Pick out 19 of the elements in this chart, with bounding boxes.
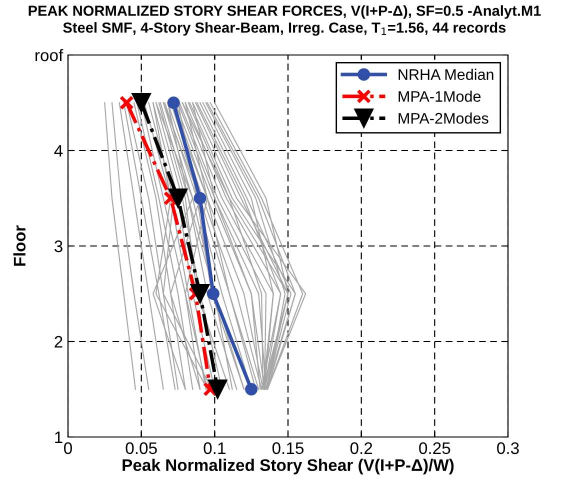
x-tick-label: 0.15 (272, 442, 304, 454)
y-tick-label: 2 (54, 336, 62, 348)
x-tick-label: 0.1 (204, 442, 226, 454)
y-tick-label: 1 (55, 432, 62, 444)
x-tick-label: 0.25 (419, 442, 450, 454)
y-tick-label: roof (36, 48, 64, 62)
y-axis-title: Floor (13, 225, 26, 266)
x-tick-label: 0 (64, 442, 72, 454)
legend-label: MPA-1Mode (398, 90, 481, 102)
x-tick-label: 0.3 (497, 442, 519, 454)
y-tick-label: 3 (54, 240, 62, 252)
x-axis-title: Peak Normalized Story Shear (V(I+P-Δ)/W) (122, 458, 454, 474)
x-tick-label: 0.2 (350, 442, 372, 454)
x-tick-label: 0.05 (126, 442, 157, 454)
legend-label: MPA-2Modes (398, 112, 488, 124)
chart-title: PEAK NORMALIZED STORY SHEAR FORCES, V(I+P-Δ), SF=0.5 -Analyt.M1 (28, 5, 541, 19)
chart-subtitle: Steel SMF, 4-Story Shear-Beam, Irreg. Case, T$_{1}$=1.56, 44 records (63, 22, 506, 36)
y-tick-label: 4 (54, 145, 63, 157)
legend-label: NRHA Median (398, 68, 494, 80)
